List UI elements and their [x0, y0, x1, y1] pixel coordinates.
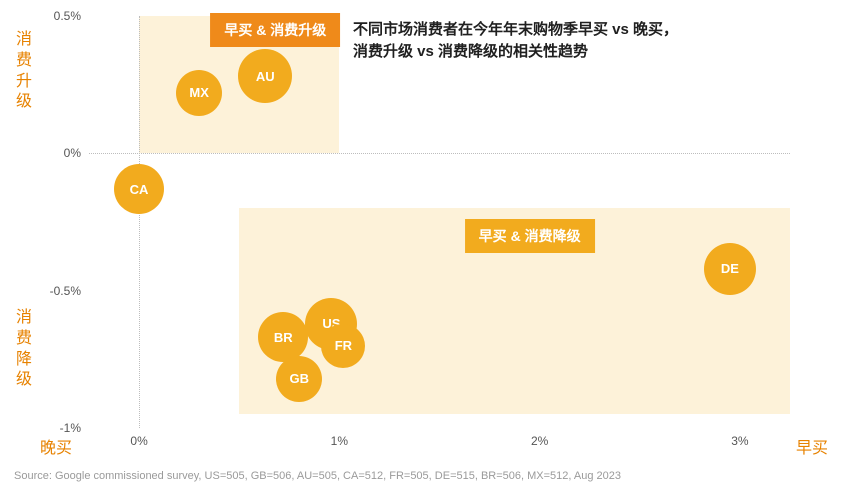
gridline-zero-v [139, 16, 140, 428]
bubble-fr: FR [321, 324, 365, 368]
bubble-gb: GB [276, 356, 322, 402]
y-axis-label-top: 消费升级 [16, 30, 32, 113]
y-tick: -0.5% [50, 284, 81, 298]
x-tick: 2% [531, 434, 548, 448]
bubble-mx: MX [176, 70, 222, 116]
plot-area: 早买 & 消费升级早买 & 消费降级MXAUCABRUSFRGBDE [89, 16, 790, 428]
bubble-ca: CA [114, 164, 164, 214]
scatter-chart: 不同市场消费者在今年年末购物季早买 vs 晚买， 消费升级 vs 消费降级的相关… [0, 0, 846, 502]
source-citation: Source: Google commissioned survey, US=5… [14, 470, 621, 482]
quadrant-label: 早买 & 消费降级 [465, 219, 595, 253]
y-axis-label-bottom: 消费降级 [16, 308, 32, 391]
gridline-zero-h [89, 153, 790, 154]
bubble-au: AU [238, 49, 292, 103]
quadrant-label: 早买 & 消费升级 [210, 13, 340, 47]
x-axis-label-left: 晚买 [40, 434, 72, 458]
x-tick: 3% [731, 434, 748, 448]
y-tick: 0.5% [54, 9, 81, 23]
x-tick: 1% [331, 434, 348, 448]
x-tick: 0% [130, 434, 147, 448]
y-tick: 0% [64, 146, 81, 160]
bubble-de: DE [704, 243, 756, 295]
y-tick: -1% [60, 421, 81, 435]
x-axis-label-right: 早买 [796, 434, 828, 458]
